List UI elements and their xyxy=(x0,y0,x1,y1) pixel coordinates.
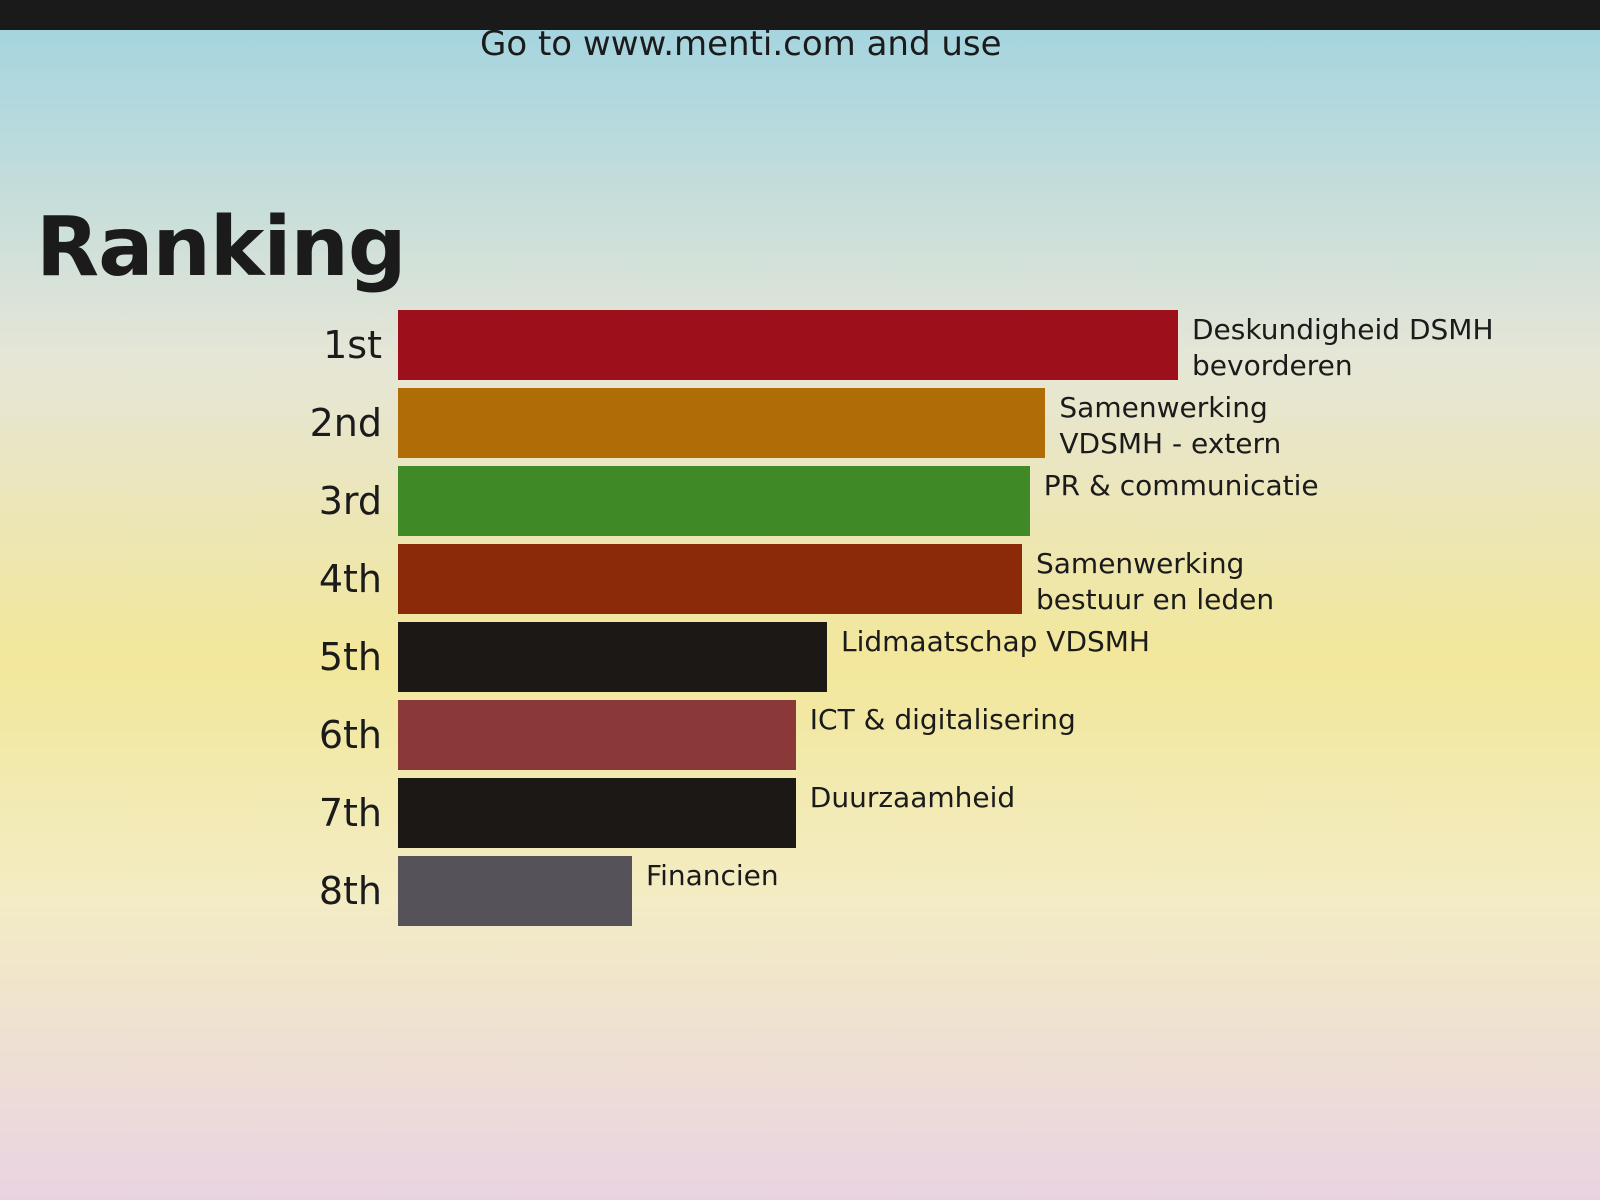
subtitle: Go to www.menti.com and use xyxy=(480,24,1002,64)
bar-label: Duurzaamheid xyxy=(809,781,1016,814)
bar-row: 2nd Samenwerking VDSMH - extern xyxy=(0,388,1600,466)
bar-label: Deskundigheid DSMH bevorderen xyxy=(1192,313,1494,382)
bars: 1st Deskundigheid DSMH bevorderen 2nd Samen… xyxy=(0,310,1600,934)
rank-label: 5th xyxy=(318,635,382,679)
bar xyxy=(398,856,632,926)
rank-label: 4th xyxy=(318,557,382,601)
bar xyxy=(398,778,796,848)
bar-row: 5th Lidmaatschap VDSMH xyxy=(0,622,1600,700)
bar-label: Financien xyxy=(646,859,779,892)
rank-label: 2nd xyxy=(309,401,382,445)
bar-label: Samenwerking bestuur en leden xyxy=(1036,547,1275,616)
bar-row: 8th Financien xyxy=(0,856,1600,934)
bar-label: Samenwerking VDSMH - extern xyxy=(1059,391,1282,460)
bar xyxy=(398,700,796,770)
bar xyxy=(398,388,1046,458)
rank-label: 3rd xyxy=(318,479,382,523)
bar xyxy=(398,466,1030,536)
bar-row: 1st Deskundigheid DSMH bevorderen xyxy=(0,310,1600,388)
chart-title: Ranking xyxy=(36,200,407,295)
bar-row: 4th Samenwerking bestuur en leden xyxy=(0,544,1600,622)
rank-label: 1st xyxy=(323,323,382,367)
bar xyxy=(398,310,1178,380)
bar xyxy=(398,622,827,692)
rank-label: 6th xyxy=(318,713,382,757)
bar-label: ICT & digitalisering xyxy=(809,703,1076,736)
bar-label: Lidmaatschap VDSMH xyxy=(841,625,1150,658)
rank-label: 8th xyxy=(318,869,382,913)
screen-edge xyxy=(0,0,1600,30)
bar-label: PR & communicatie xyxy=(1043,469,1319,502)
bar-row: 7th Duurzaamheid xyxy=(0,778,1600,856)
bar xyxy=(398,544,1022,614)
bar-row: 3rd PR & communicatie xyxy=(0,466,1600,544)
rank-label: 7th xyxy=(318,791,382,835)
bar-row: 6th ICT & digitalisering xyxy=(0,700,1600,778)
